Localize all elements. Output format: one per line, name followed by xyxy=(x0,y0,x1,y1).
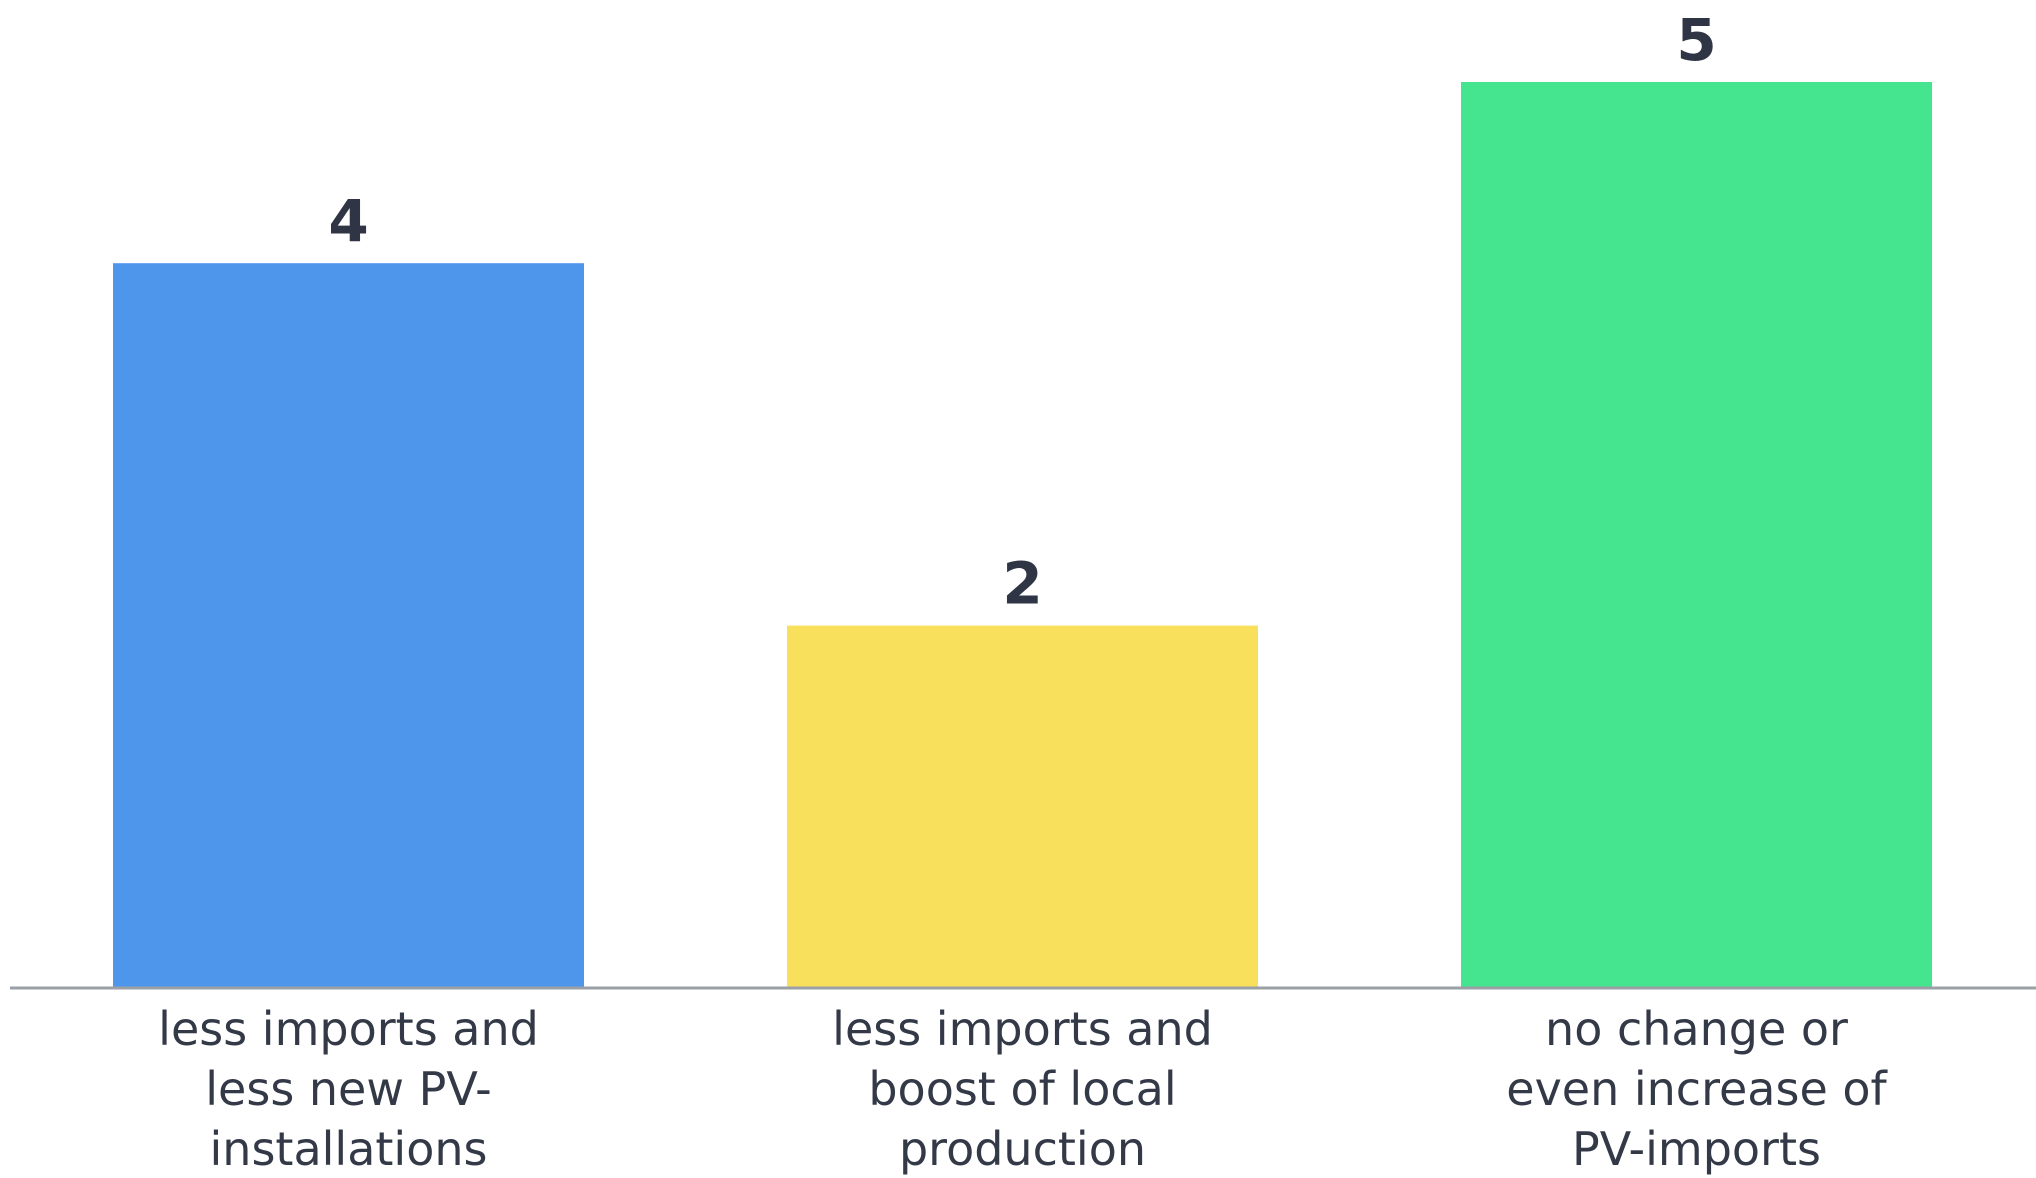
category-label-3-line-3: PV-imports xyxy=(1572,1122,1821,1176)
category-label-2-line-1: less imports and xyxy=(832,1002,1213,1056)
category-label-2-line-3: production xyxy=(899,1122,1146,1176)
category-label-3-line-2: even increase of xyxy=(1506,1062,1888,1116)
category-label-3: no change or even increase of PV-imports xyxy=(1506,1002,1888,1176)
data-label-2: 2 xyxy=(1002,550,1042,618)
data-label-1: 4 xyxy=(328,187,368,255)
bars-group xyxy=(113,82,1932,988)
category-label-2: less imports and boost of local production xyxy=(832,1002,1213,1176)
bar-2 xyxy=(787,625,1258,988)
category-label-1-line-1: less imports and xyxy=(158,1002,539,1056)
bar-3 xyxy=(1461,82,1932,988)
bar-1 xyxy=(113,263,584,988)
category-label-1-line-3: installations xyxy=(210,1122,488,1176)
data-label-3: 5 xyxy=(1676,6,1716,74)
value-labels-group: 4 2 5 xyxy=(328,6,1716,618)
category-labels-group: less imports and less new PV-installation… xyxy=(158,1002,1888,1176)
category-label-3-line-1: no change or xyxy=(1545,1002,1848,1056)
category-label-1: less imports and less new PV-installation… xyxy=(158,1002,539,1176)
category-label-2-line-2: boost of local xyxy=(868,1062,1176,1116)
category-label-1-line-2: less new PV- xyxy=(205,1062,491,1116)
